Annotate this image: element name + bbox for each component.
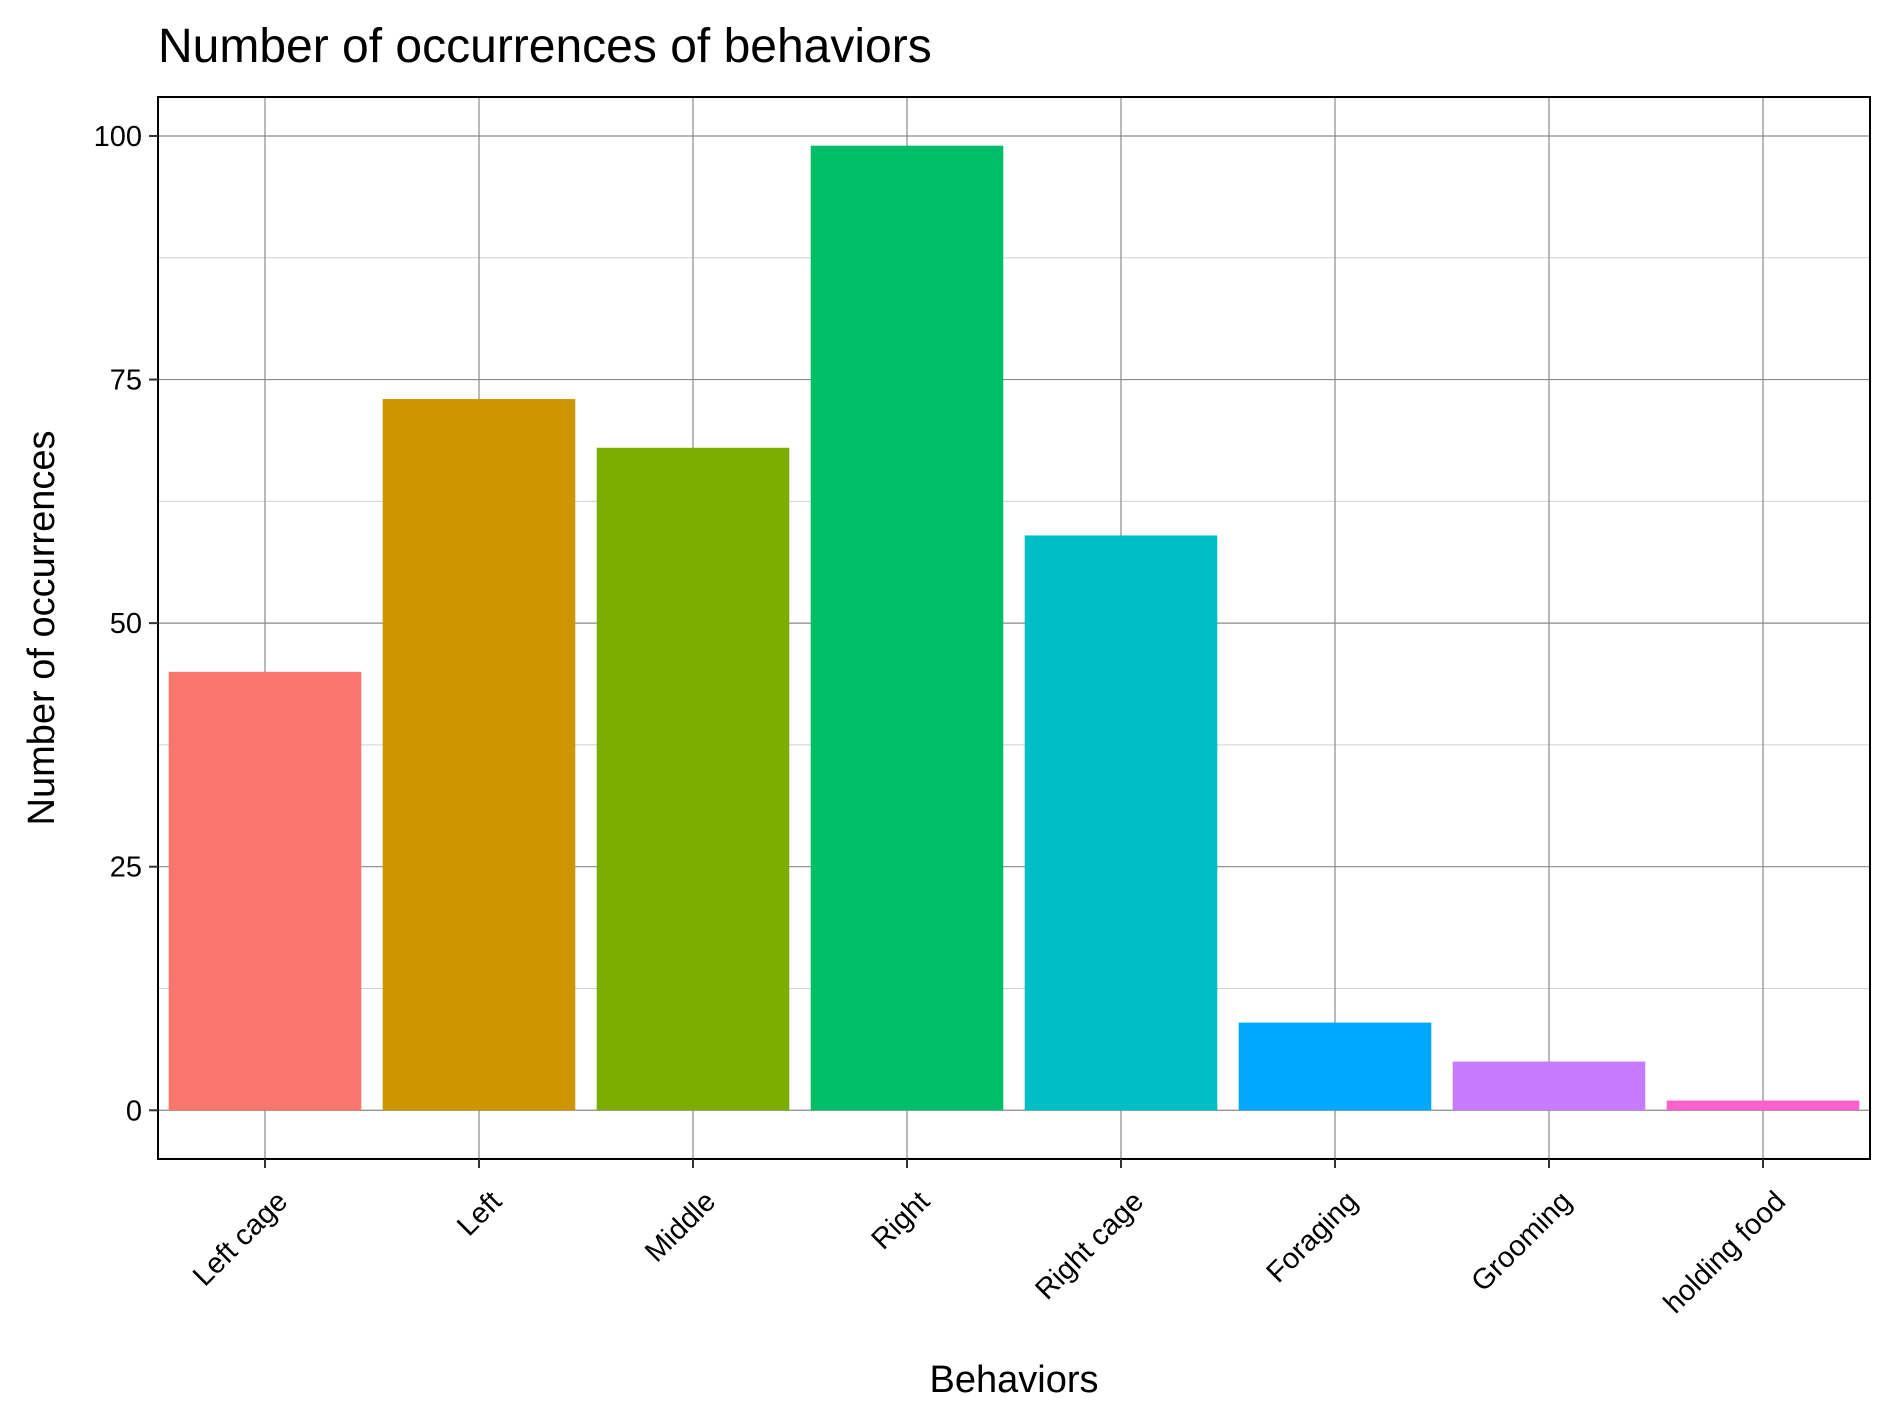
bar	[1238, 1022, 1432, 1111]
y-tick-label: 0	[126, 1095, 142, 1127]
bar	[596, 447, 790, 1111]
y-tick-label: 100	[94, 121, 142, 153]
bar	[1452, 1061, 1646, 1111]
x-tick-label: Right cage	[1029, 1185, 1150, 1306]
y-tick-label: 75	[110, 365, 142, 397]
x-tick-label: Right	[866, 1185, 937, 1256]
y-axis: 0 25 50 75 100	[94, 121, 158, 1127]
bar	[810, 145, 1004, 1111]
x-axis: Left cage Left Middle Right Right cage Foragi…	[187, 1159, 1792, 1320]
y-tick-label: 50	[110, 608, 142, 640]
bar	[1024, 535, 1218, 1111]
plot-panel-border	[157, 96, 1871, 1160]
y-tick-label: 25	[110, 852, 142, 884]
x-tick-label: Grooming	[1465, 1185, 1578, 1298]
bars	[168, 145, 1860, 1111]
y-axis-label: Number of occurrences	[21, 431, 63, 826]
x-tick-label: Left cage	[187, 1185, 294, 1292]
x-axis-label: Behaviors	[930, 1359, 1099, 1401]
bar	[382, 399, 576, 1111]
x-tick-label: Left	[451, 1185, 508, 1242]
bar	[168, 671, 362, 1111]
x-tick-label: holding food	[1658, 1185, 1792, 1319]
x-tick-label: Middle	[639, 1185, 722, 1268]
bar	[1666, 1100, 1860, 1111]
x-tick-label: Foraging	[1261, 1185, 1365, 1289]
chart-title: Number of occurrences of behaviors	[158, 20, 932, 73]
